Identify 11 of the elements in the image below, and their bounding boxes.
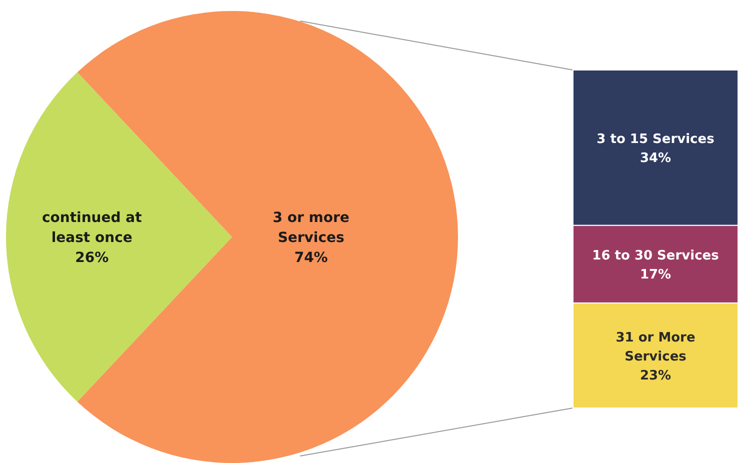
data-label: 23% bbox=[640, 368, 672, 384]
slice-label: continued at least once bbox=[42, 210, 142, 246]
data-label: 34% bbox=[640, 151, 672, 166]
series-label: 31 or More Services bbox=[616, 330, 696, 364]
data-label: 26% bbox=[75, 250, 109, 266]
slice-label: 3 or more Services bbox=[272, 210, 350, 246]
series-label: 3 to 15 Services bbox=[596, 132, 715, 148]
data-label: 74% bbox=[294, 250, 328, 266]
data-label: 17% bbox=[640, 268, 672, 283]
series-label: 16 to 30 Services bbox=[592, 248, 720, 264]
pie-slice bbox=[6, 72, 232, 402]
